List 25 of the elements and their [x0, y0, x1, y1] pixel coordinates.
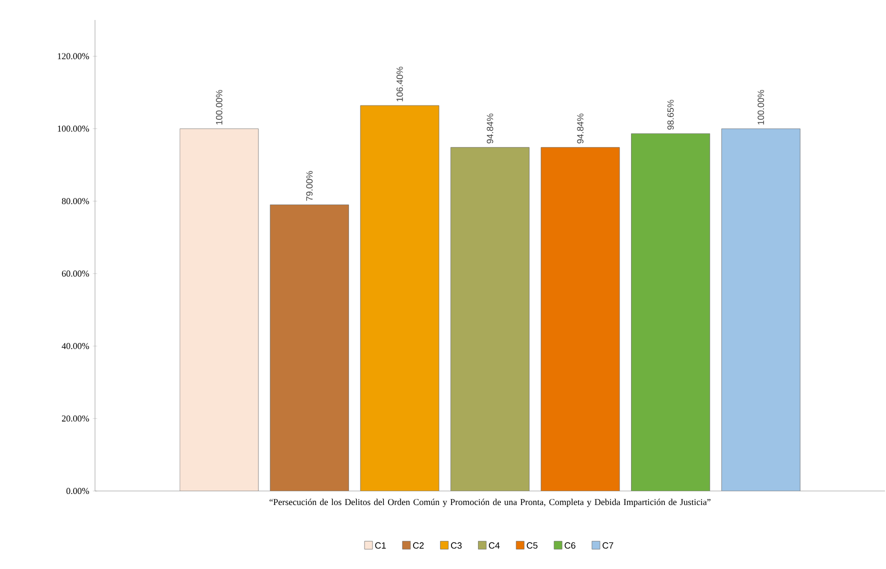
data-label: 100.00%: [216, 90, 222, 124]
data-label: 100.00%: [758, 90, 764, 124]
x-tick-label: “Persecución de los Delitos del Orden Común y Promoción de una Pronta, Completa y Debida Impartición de Justicia”: [270, 498, 710, 507]
legend-label: C7: [602, 542, 614, 549]
y-tick-label: 0.00%: [66, 488, 90, 494]
legend-label: C6: [564, 542, 576, 549]
legend-label: C3: [451, 542, 462, 549]
y-tick-label: 80.00%: [62, 198, 90, 204]
bar: [180, 128, 259, 491]
y-tick-label: 20.00%: [62, 415, 90, 422]
data-label: 79.00%: [306, 171, 313, 201]
bar: [721, 128, 800, 491]
y-tick-label: 40.00%: [62, 343, 90, 350]
y-tick-label: 120.00%: [58, 53, 90, 60]
legend-label: C2: [413, 542, 424, 549]
legend-label: C5: [526, 542, 538, 549]
data-label: 106.40%: [396, 66, 403, 102]
data-label: 94.84%: [577, 114, 584, 144]
bar: [540, 147, 620, 491]
legend-label: C1: [375, 542, 386, 549]
y-tick-label: 60.00%: [62, 270, 90, 277]
legend-label: C4: [488, 542, 500, 549]
data-label: 98.65%: [667, 100, 674, 130]
data-label: 94.84%: [486, 114, 494, 144]
y-tick-label: 100.00%: [58, 126, 90, 132]
